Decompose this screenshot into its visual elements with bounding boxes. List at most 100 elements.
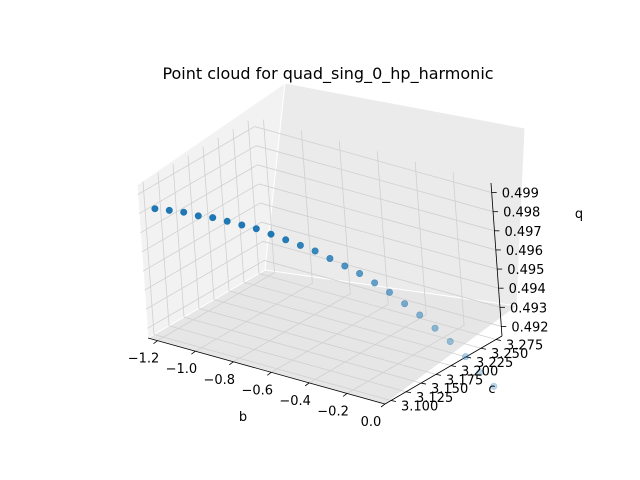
x-gridline-back bbox=[263, 119, 275, 273]
x-tick-mark bbox=[266, 372, 272, 376]
grid-lines bbox=[137, 119, 503, 405]
y-tick-label: 3.250 bbox=[491, 347, 528, 362]
y-gridline-floor bbox=[153, 334, 392, 401]
z-gridline-back bbox=[255, 145, 494, 213]
x-gridline-back bbox=[338, 140, 351, 294]
x-tick-mark bbox=[304, 382, 310, 387]
y-tick-label: 3.175 bbox=[446, 373, 483, 388]
y-gridline-floor bbox=[258, 273, 497, 340]
z-tick-label: 0.494 bbox=[509, 282, 546, 297]
axes bbox=[147, 182, 507, 408]
z-gridline-left bbox=[137, 126, 255, 195]
data-point bbox=[371, 279, 379, 287]
z-tick-label: 0.493 bbox=[510, 301, 547, 316]
z-gridline-back bbox=[257, 164, 495, 232]
data-point bbox=[282, 236, 290, 244]
z-gridline-left bbox=[140, 164, 258, 234]
z-gridline-back bbox=[260, 202, 498, 270]
x-tick-mark bbox=[229, 361, 234, 366]
z-gridline-back bbox=[261, 221, 499, 289]
y-gridline-left bbox=[247, 120, 260, 274]
x-gridline-back bbox=[376, 151, 389, 305]
y-tick-label: 3.125 bbox=[416, 391, 453, 406]
y-gridline-floor bbox=[243, 281, 482, 349]
x-gridline-back bbox=[452, 172, 465, 326]
z-tick-label: 0.497 bbox=[504, 225, 541, 240]
data-point bbox=[194, 212, 202, 220]
x-tick-label: −0.4 bbox=[279, 394, 311, 409]
data-point bbox=[431, 324, 439, 332]
z-gridline-back bbox=[262, 240, 501, 308]
pane-back bbox=[264, 82, 526, 307]
data-point bbox=[341, 262, 349, 270]
x-tick-label: −1.0 bbox=[166, 362, 198, 377]
y-tick-label: 3.150 bbox=[431, 382, 468, 397]
z-gridline-back bbox=[264, 260, 502, 327]
y-tick-mark bbox=[495, 339, 502, 341]
tick-labels: −1.2−1.0−0.8−0.6−0.4−0.20.03.1003.1253.1… bbox=[128, 187, 549, 430]
y-tick-mark bbox=[435, 373, 442, 376]
z-axis-label: q bbox=[575, 207, 583, 222]
z-gridline-left bbox=[147, 260, 265, 329]
x-axis-line bbox=[147, 337, 386, 405]
data-points bbox=[151, 205, 498, 390]
y-gridline-left bbox=[202, 146, 215, 300]
data-point bbox=[209, 214, 217, 222]
y-tick-mark bbox=[420, 382, 427, 385]
data-point bbox=[356, 269, 364, 277]
x-tick-mark bbox=[153, 340, 158, 344]
z-tick-label: 0.498 bbox=[503, 206, 540, 221]
y-axis-line bbox=[384, 335, 503, 405]
data-point bbox=[311, 247, 319, 255]
z-gridline-back bbox=[258, 183, 496, 251]
y-tick-label: 3.200 bbox=[461, 365, 498, 380]
data-point bbox=[385, 288, 393, 296]
data-point bbox=[462, 353, 470, 361]
data-point bbox=[490, 382, 498, 390]
data-point bbox=[296, 241, 304, 249]
x-gridline-floor bbox=[195, 282, 313, 352]
x-tick-label: −0.2 bbox=[317, 404, 349, 419]
data-point bbox=[238, 221, 246, 229]
chart-title: Point cloud for quad_sing_0_hp_harmonic bbox=[162, 64, 493, 84]
x-gridline-back bbox=[414, 161, 427, 315]
data-point bbox=[151, 205, 159, 213]
z-axis-line bbox=[490, 182, 503, 337]
data-point bbox=[476, 368, 484, 376]
y-gridline-floor bbox=[228, 290, 467, 358]
z-gridline-left bbox=[138, 145, 257, 215]
y-gridline-floor bbox=[213, 299, 452, 367]
x-tick-label: −0.6 bbox=[241, 383, 273, 398]
z-tick-label: 0.492 bbox=[511, 320, 548, 335]
z-gridline-left bbox=[144, 221, 262, 291]
y-gridline-left bbox=[157, 172, 170, 326]
y-tick-mark bbox=[390, 400, 397, 402]
z-gridline-left bbox=[145, 240, 264, 310]
y-gridline-floor bbox=[168, 325, 407, 393]
y-tick-mark bbox=[450, 365, 457, 368]
z-tick-label: 0.499 bbox=[502, 187, 539, 202]
data-point bbox=[223, 217, 231, 225]
y-gridline-floor bbox=[183, 316, 422, 384]
x-axis-label: b bbox=[239, 410, 247, 425]
y-gridline-left bbox=[217, 137, 230, 291]
z-tick-label: 0.495 bbox=[507, 263, 544, 278]
y-tick-label: 3.275 bbox=[506, 338, 543, 353]
y-tick-mark bbox=[480, 347, 487, 350]
x-gridline-back bbox=[301, 130, 313, 284]
x-tick-mark bbox=[380, 403, 386, 408]
x-tick-mark bbox=[191, 350, 196, 355]
x-gridline-floor bbox=[233, 293, 351, 363]
data-point bbox=[165, 206, 173, 214]
data-point bbox=[446, 337, 454, 345]
data-point bbox=[180, 208, 188, 216]
y-axis-label: c bbox=[488, 382, 495, 397]
x-gridline-floor bbox=[346, 325, 465, 394]
data-point bbox=[267, 230, 275, 238]
x-tick-label: −0.8 bbox=[204, 373, 236, 388]
x-tick-mark bbox=[342, 393, 348, 397]
y-tick-mark bbox=[465, 356, 472, 359]
x-tick-label: −1.2 bbox=[128, 352, 160, 367]
data-point bbox=[401, 300, 409, 308]
